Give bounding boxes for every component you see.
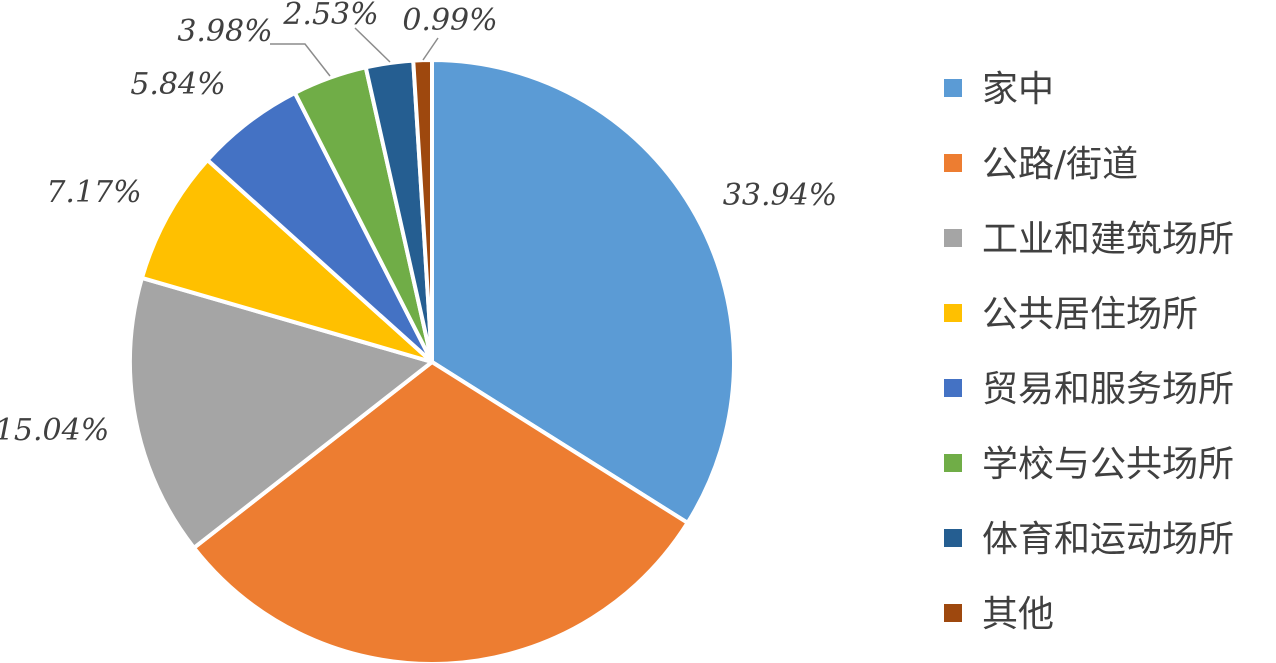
- legend-swatch: [944, 304, 962, 322]
- legend-label: 家中: [982, 69, 1054, 110]
- pie-slice: [128, 275, 434, 550]
- pie-slice: [139, 158, 434, 364]
- legend-swatch: [944, 529, 962, 547]
- data-label: 33.94%: [723, 178, 837, 213]
- legend-label: 公路/街道: [982, 144, 1138, 185]
- data-label: 2.53%: [282, 0, 378, 32]
- legend-label: 工业和建筑场所: [982, 219, 1234, 260]
- legend-swatch: [944, 229, 962, 247]
- data-label: 0.99%: [402, 3, 497, 38]
- pie-slice: [191, 360, 690, 663]
- legend-label: 体育和运动场所: [982, 519, 1234, 560]
- pie-slice: [411, 58, 434, 364]
- data-label: 3.98%: [177, 14, 272, 49]
- legend-swatch: [944, 454, 962, 472]
- leader-line: [270, 43, 331, 77]
- legend-label: 公共居住场所: [982, 294, 1198, 335]
- pie-slice: [430, 58, 736, 525]
- legend-swatch: [944, 604, 962, 622]
- legend-swatch: [944, 79, 962, 97]
- data-label: 15.04%: [0, 413, 109, 448]
- leader-line: [422, 37, 439, 61]
- pie-slices: [128, 58, 736, 663]
- legend-label: 贸易和服务场所: [982, 369, 1234, 410]
- legend-label: 其他: [982, 594, 1054, 635]
- legend-swatch: [944, 379, 962, 397]
- data-label: 5.84%: [130, 67, 225, 102]
- legend-label: 学校与公共场所: [982, 444, 1234, 485]
- legend: 家中公路/街道工业和建筑场所公共居住场所贸易和服务场所学校与公共场所体育和运动场…: [944, 69, 1234, 635]
- leader-line: [354, 27, 391, 63]
- leader-lines: [270, 27, 439, 77]
- data-label: 7.17%: [46, 175, 141, 210]
- data-labels: 33.94% 15.04% 7.17% 5.84% 3.98% 2.53% 0.99%: [0, 0, 837, 448]
- legend-swatch: [944, 154, 962, 172]
